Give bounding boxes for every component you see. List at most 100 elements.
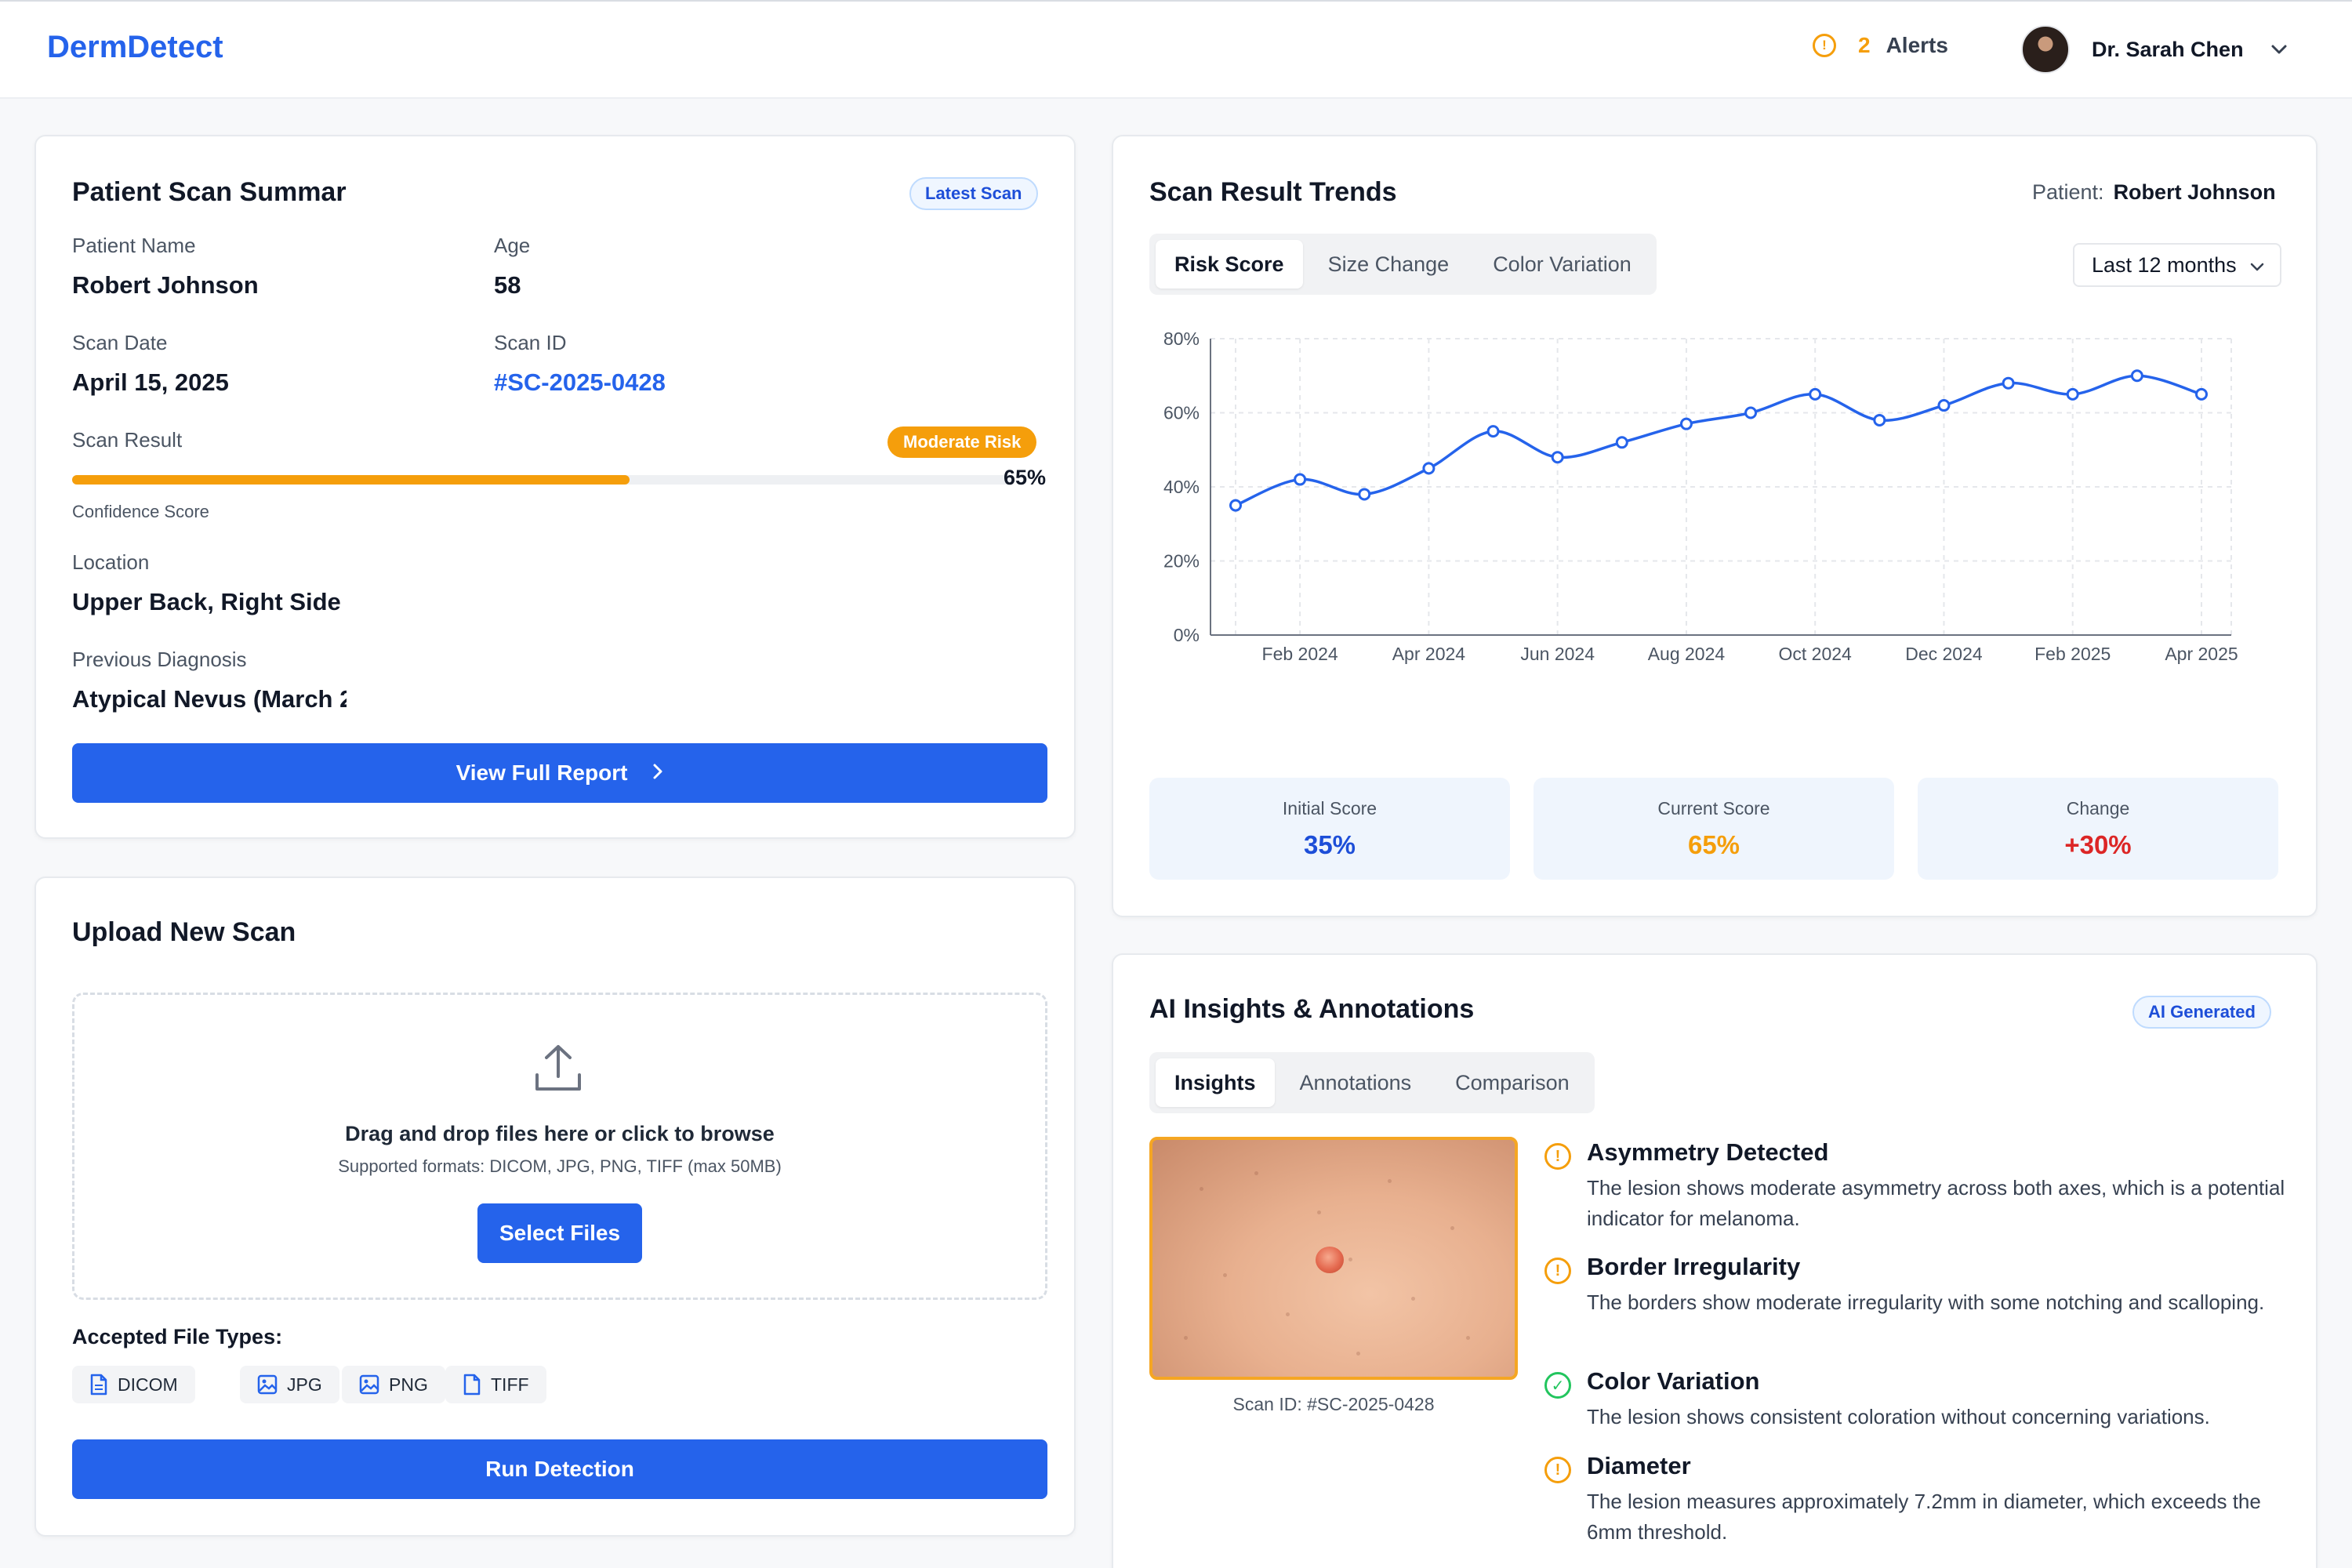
brand-logo[interactable]: DermDetect xyxy=(47,30,223,64)
data-point xyxy=(1809,387,1822,401)
confidence-progress-bar xyxy=(72,475,1014,485)
change-label: Change xyxy=(2066,798,2130,818)
chevron-down-icon xyxy=(2250,253,2264,278)
tab-annotations[interactable]: Annotations xyxy=(1299,1070,1412,1094)
x-tick-label: Dec 2024 xyxy=(1905,644,1983,664)
alert-icon: ! xyxy=(1813,34,1836,57)
scan-id-link[interactable]: #SC-2025-0428 xyxy=(494,368,666,396)
select-files-button[interactable]: Select Files xyxy=(477,1203,642,1263)
tab-risk-score[interactable]: Risk Score xyxy=(1156,240,1303,289)
scan-date-label: Scan Date xyxy=(72,331,168,354)
date-range-select[interactable]: Last 12 months xyxy=(2073,243,2281,287)
x-tick-label: Apr 2024 xyxy=(1392,644,1466,664)
lesion-scan-image[interactable] xyxy=(1149,1137,1518,1380)
current-score-value: 65% xyxy=(1687,830,1740,859)
tab-size-change[interactable]: Size Change xyxy=(1327,252,1450,276)
initial-score-stat: Initial Score 35% xyxy=(1149,778,1510,880)
warning-icon: ! xyxy=(1544,1143,1571,1170)
dropzone-instruction: Drag and drop files here or click to bro… xyxy=(345,1122,775,1145)
data-point xyxy=(1486,425,1500,438)
supported-formats-text: Supported formats: DICOM, JPG, PNG, TIFF… xyxy=(338,1156,782,1176)
user-menu[interactable]: Dr. Sarah Chen xyxy=(2021,25,2288,74)
current-score-stat: Current Score 65% xyxy=(1534,778,1894,880)
y-tick-label: 40% xyxy=(1163,477,1200,497)
top-navbar: DermDetect ! 2 Alerts Dr. Sarah Chen xyxy=(0,0,2352,99)
run-detection-button[interactable]: Run Detection xyxy=(72,1439,1047,1499)
location-value: Upper Back, Right Side xyxy=(72,588,341,615)
file-icon xyxy=(90,1374,107,1396)
location-label: Location xyxy=(72,550,150,574)
insight-text: The lesion measures approximately 7.2mm … xyxy=(1587,1490,2261,1544)
confidence-score-label: Confidence Score xyxy=(72,502,209,521)
risk-score-series-line xyxy=(1235,374,2202,507)
alerts-button[interactable]: ! 2 Alerts xyxy=(1813,33,1948,58)
patient-name-value: Robert Johnson xyxy=(72,271,259,299)
ai-generated-badge: AI Generated xyxy=(2132,996,2271,1029)
y-tick-label: 60% xyxy=(1163,403,1200,423)
scan-result-label: Scan Result xyxy=(72,428,183,452)
file-type-chip-jpg: JPG xyxy=(240,1366,339,1403)
trends-patient: Patient: Robert Johnson xyxy=(2032,180,2276,205)
change-stat: Change +30% xyxy=(1918,778,2278,880)
scan-id-label: Scan ID xyxy=(494,331,567,354)
warning-icon: ! xyxy=(1544,1258,1571,1284)
tab-comparison[interactable]: Comparison xyxy=(1455,1070,1570,1094)
chevron-down-icon xyxy=(2270,39,2288,60)
tab-color-variation[interactable]: Color Variation xyxy=(1493,252,1632,276)
user-name: Dr. Sarah Chen xyxy=(2092,37,2244,61)
file-type-chip-png: PNG xyxy=(342,1366,445,1403)
view-full-report-label: View Full Report xyxy=(456,760,628,785)
date-range-value: Last 12 months xyxy=(2092,252,2237,277)
x-tick-label: Aug 2024 xyxy=(1648,644,1726,664)
upload-scan-card: Upload New Scan Drag and drop files here… xyxy=(34,877,1076,1537)
ai-insights-card: AI Insights & Annotations AI Generated I… xyxy=(1112,953,2318,1568)
file-type-label: TIFF xyxy=(491,1374,529,1395)
image-caption: Scan ID: #SC-2025-0428 xyxy=(1232,1394,1435,1414)
file-type-label: PNG xyxy=(389,1374,428,1395)
data-point xyxy=(1422,462,1436,475)
age-value: 58 xyxy=(494,271,521,299)
risk-score-line-chart: 0% 20% 40% 60% 80% Feb 2024 Apr 2024 Jun 2024 Au… xyxy=(1163,328,2238,664)
warning-icon: ! xyxy=(1544,1457,1571,1483)
previous-diagnosis-value: Atypical Nevus (March 2 xyxy=(72,685,347,713)
y-tick-label: 80% xyxy=(1163,328,1200,349)
scan-result-trends-card: Scan Result Trends Patient: Robert Johnso… xyxy=(1112,135,2318,917)
patient-name: Robert Johnson xyxy=(2113,180,2276,204)
patient-label: Patient: xyxy=(2032,180,2104,204)
risk-level-badge: Moderate Risk xyxy=(887,426,1037,458)
file-type-chip-tiff: TIFF xyxy=(445,1366,546,1403)
x-tick-label: Feb 2025 xyxy=(2034,644,2111,664)
card-title: Patient Scan Summar xyxy=(72,177,347,207)
y-tick-label: 20% xyxy=(1163,551,1200,572)
file-dropzone[interactable]: Drag and drop files here or click to bro… xyxy=(72,993,1047,1300)
accepted-file-types-label: Accepted File Types: xyxy=(72,1325,283,1348)
insight-text: The borders show moderate irregularity w… xyxy=(1587,1290,2265,1314)
chevron-right-icon xyxy=(652,760,663,786)
lesion-mole xyxy=(1316,1247,1344,1273)
data-point xyxy=(1937,399,1951,412)
insight-title: Color Variation xyxy=(1587,1367,1760,1395)
data-point xyxy=(2002,376,2015,390)
image-icon xyxy=(359,1374,379,1395)
image-icon xyxy=(257,1374,278,1395)
x-tick-label: Feb 2024 xyxy=(1262,644,1338,664)
view-full-report-button[interactable]: View Full Report xyxy=(72,743,1047,803)
y-tick-label: 0% xyxy=(1174,625,1200,645)
file-type-chip-dicom: DICOM xyxy=(72,1366,195,1403)
insight-title: Asymmetry Detected xyxy=(1587,1138,1829,1166)
data-point xyxy=(1615,436,1628,449)
patient-scan-summary-card: Patient Scan Summar Latest Scan Patient … xyxy=(34,135,1076,839)
insight-title: Border Irregularity xyxy=(1587,1253,1801,1280)
current-score-label: Current Score xyxy=(1657,798,1770,818)
data-point xyxy=(1873,413,1886,426)
data-point xyxy=(2130,369,2143,383)
alerts-label: Alerts xyxy=(1886,33,1948,57)
data-point xyxy=(1294,473,1307,486)
data-point xyxy=(1744,406,1758,419)
data-point xyxy=(1358,488,1371,501)
confidence-percent: 65% xyxy=(1004,466,1047,489)
tab-insights[interactable]: Insights xyxy=(1156,1058,1275,1107)
alerts-count: 2 xyxy=(1858,33,1871,57)
insight-title: Diameter xyxy=(1587,1452,1691,1479)
check-icon: ✓ xyxy=(1544,1372,1571,1399)
